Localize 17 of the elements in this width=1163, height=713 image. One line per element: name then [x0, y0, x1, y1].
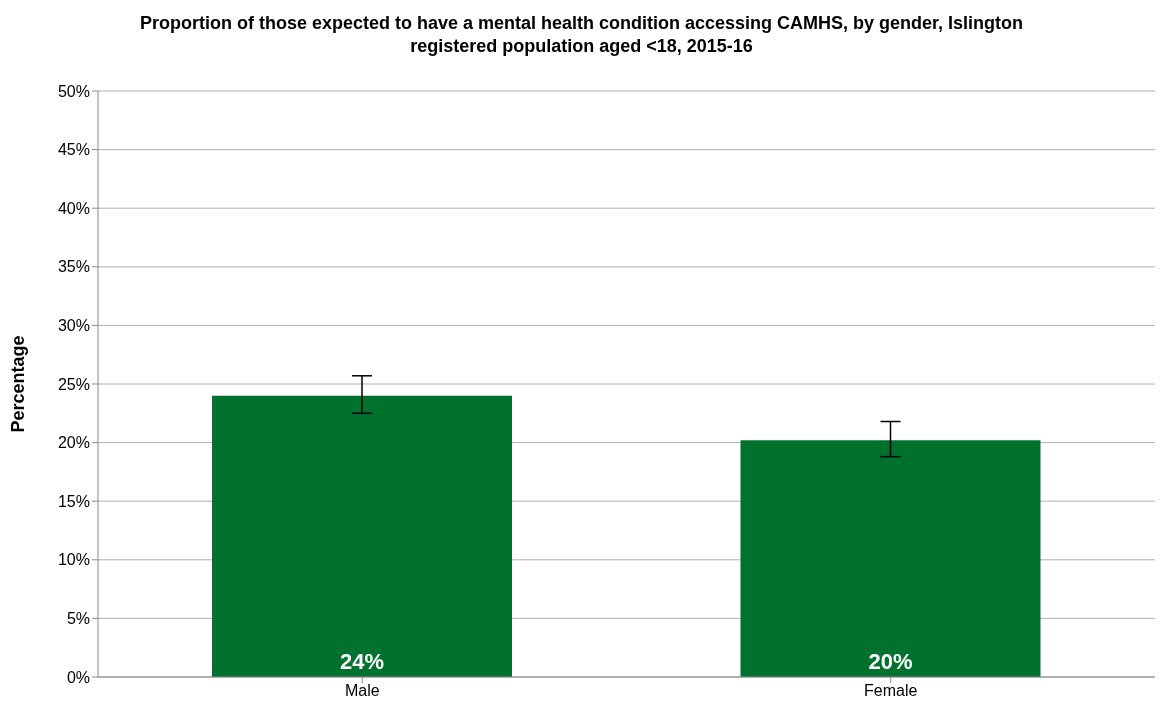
x-tick-label: Male — [344, 682, 380, 700]
y-tick-label: 30% — [57, 317, 90, 335]
y-tick-label: 25% — [57, 375, 90, 393]
data-label: 24% — [339, 649, 385, 674]
y-tick-label: 45% — [57, 141, 90, 159]
y-tick-label: 35% — [57, 258, 90, 276]
y-tick-label: 50% — [57, 82, 90, 100]
y-tick-label: 0% — [66, 668, 90, 686]
y-axis-title: Percentage — [8, 335, 29, 433]
y-tick-label: 15% — [57, 492, 90, 510]
y-tick-label: 5% — [66, 610, 90, 628]
y-tick-label: 10% — [57, 551, 90, 569]
data-label: 20% — [868, 649, 913, 674]
chart-title: Proportion of those expected to have a mental health condition accessing CAMHS, by gender, Islington registered population aged <18, 2015-16 — [138, 12, 1025, 58]
y-tick-label: 40% — [57, 199, 90, 217]
x-tick-label: Female — [864, 682, 918, 700]
y-tick-label: 20% — [57, 434, 90, 452]
